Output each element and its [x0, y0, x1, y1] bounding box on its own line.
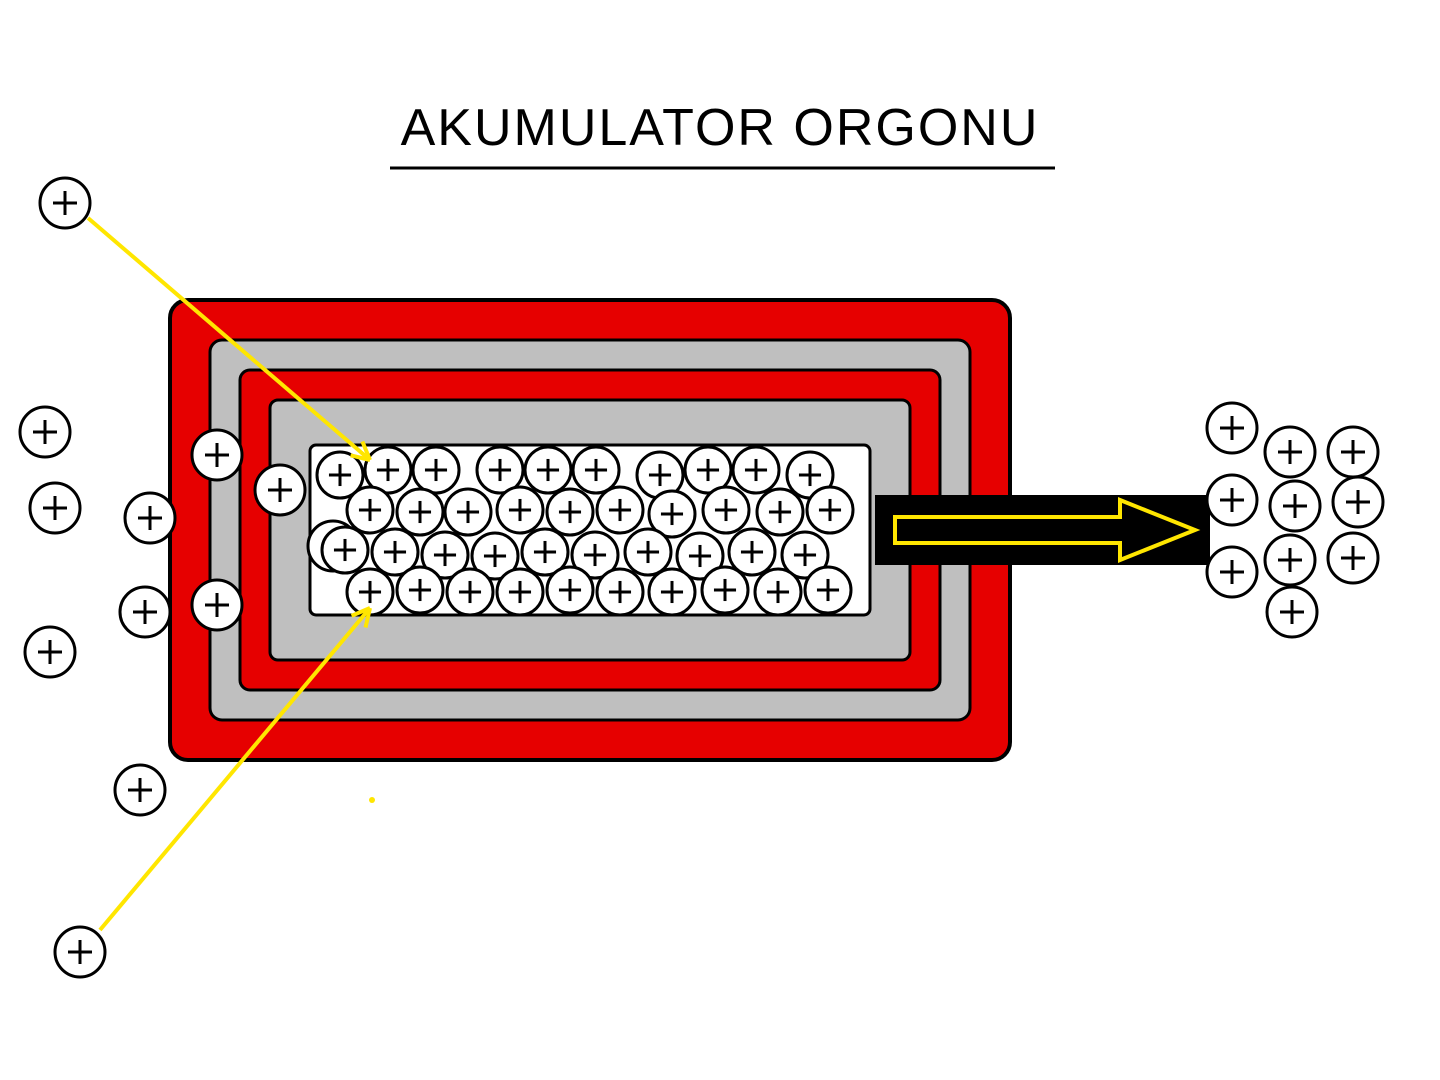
plus-particle: [649, 569, 695, 615]
plus-particle: [807, 487, 853, 533]
plus-particle: [573, 447, 619, 493]
plus-particle: [1333, 477, 1383, 527]
plus-particle: [1328, 533, 1378, 583]
plus-particle: [625, 529, 671, 575]
plus-particle: [40, 178, 90, 228]
plus-particle: [525, 447, 571, 493]
plus-particle: [1207, 547, 1257, 597]
plus-particle: [413, 447, 459, 493]
plus-particle: [547, 567, 593, 613]
plus-particle: [1270, 481, 1320, 531]
plus-particle: [755, 569, 801, 615]
plus-particle: [702, 567, 748, 613]
plus-particle: [192, 430, 242, 480]
plus-particle: [1328, 427, 1378, 477]
plus-particle: [1265, 427, 1315, 477]
plus-particle: [125, 493, 175, 543]
plus-particle: [497, 487, 543, 533]
plus-particle: [733, 447, 779, 493]
inner-cluster: [317, 447, 853, 615]
plus-particle: [255, 465, 305, 515]
plus-particle: [397, 489, 443, 535]
stray-dot: [369, 797, 375, 803]
plus-particle: [703, 487, 749, 533]
plus-particle: [192, 580, 242, 630]
plus-particle: [20, 407, 70, 457]
plus-particle: [1207, 475, 1257, 525]
plus-particle: [322, 527, 368, 573]
plus-particle: [547, 489, 593, 535]
plus-particle: [115, 765, 165, 815]
plus-particle: [347, 487, 393, 533]
plus-particle: [805, 567, 851, 613]
plus-particle: [497, 569, 543, 615]
plus-particle: [1267, 587, 1317, 637]
diagram-canvas: AKUMULATOR ORGONU: [0, 0, 1440, 1080]
plus-particle: [757, 489, 803, 535]
plus-particle: [597, 487, 643, 533]
plus-particle: [597, 569, 643, 615]
plus-particle: [120, 587, 170, 637]
plus-particle: [1265, 535, 1315, 585]
plus-particle: [447, 569, 493, 615]
plus-particle: [445, 489, 491, 535]
plus-particle: [30, 483, 80, 533]
title-text: AKUMULATOR ORGONU: [401, 99, 1040, 157]
plus-particle: [1207, 403, 1257, 453]
plus-particle: [397, 567, 443, 613]
plus-particle: [25, 627, 75, 677]
plus-particle: [55, 927, 105, 977]
